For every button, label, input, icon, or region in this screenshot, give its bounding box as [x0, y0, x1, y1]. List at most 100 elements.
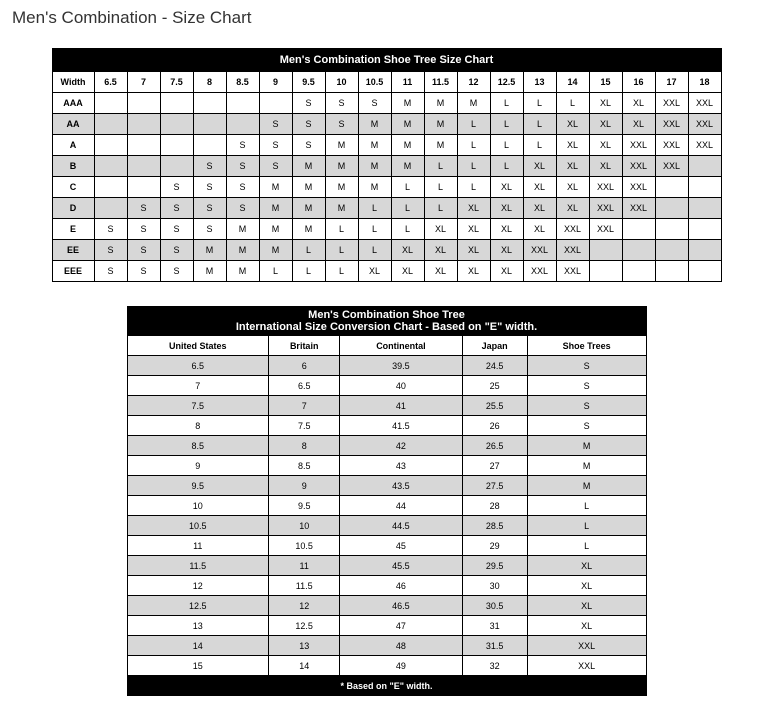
size-chart-cell: M	[259, 219, 292, 240]
size-chart-col-header: 16	[622, 72, 655, 93]
size-chart-cell: L	[259, 261, 292, 282]
size-chart-cell: L	[358, 219, 391, 240]
size-chart-cell: S	[325, 114, 358, 135]
size-chart-corner: Width	[52, 72, 94, 93]
size-chart-cell: M	[226, 261, 259, 282]
size-chart-cell: XXL	[688, 114, 721, 135]
conv-chart-cell: 9.5	[269, 496, 340, 516]
size-chart-cell: S	[259, 114, 292, 135]
size-chart-cell	[193, 93, 226, 114]
size-chart-table: Men's Combination Shoe Tree Size ChartWi…	[52, 48, 722, 282]
size-chart-cell: M	[325, 156, 358, 177]
size-chart-cell: S	[193, 198, 226, 219]
size-chart-cell	[160, 114, 193, 135]
size-chart-container: Men's Combination Shoe Tree Size ChartWi…	[8, 48, 765, 282]
size-chart-cell: L	[325, 240, 358, 261]
size-chart-cell: XXL	[655, 156, 688, 177]
size-chart-cell: XXL	[622, 198, 655, 219]
size-chart-cell: S	[193, 177, 226, 198]
size-chart-cell: M	[391, 135, 424, 156]
size-chart-cell: XL	[391, 240, 424, 261]
size-chart-row-header: EEE	[52, 261, 94, 282]
size-chart-cell: M	[325, 198, 358, 219]
size-chart-cell	[688, 177, 721, 198]
conv-chart-cell: L	[527, 536, 646, 556]
size-chart-cell: M	[358, 114, 391, 135]
size-chart-cell: M	[457, 93, 490, 114]
conv-chart-cell: 14	[269, 656, 340, 676]
size-chart-col-header: 10.5	[358, 72, 391, 93]
size-chart-col-header: 11	[391, 72, 424, 93]
size-chart-cell: M	[391, 114, 424, 135]
size-chart-cell: S	[94, 261, 127, 282]
size-chart-cell: S	[358, 93, 391, 114]
size-chart-cell: S	[127, 219, 160, 240]
size-chart-cell: S	[193, 219, 226, 240]
size-chart-cell: L	[457, 177, 490, 198]
conv-chart-cell: 28	[462, 496, 527, 516]
size-chart-cell	[688, 219, 721, 240]
size-chart-row-header: A	[52, 135, 94, 156]
size-chart-cell	[127, 156, 160, 177]
size-chart-cell: M	[391, 93, 424, 114]
size-chart-cell: XXL	[622, 156, 655, 177]
size-chart-cell: S	[160, 177, 193, 198]
size-chart-cell: L	[457, 135, 490, 156]
size-chart-cell: XL	[523, 219, 556, 240]
size-chart-cell: L	[391, 219, 424, 240]
conv-chart-cell: XXL	[527, 656, 646, 676]
size-chart-cell: M	[193, 261, 226, 282]
conv-chart-cell: 44	[340, 496, 462, 516]
size-chart-cell: L	[490, 114, 523, 135]
conv-chart-cell: M	[527, 456, 646, 476]
conv-chart-cell: 8.5	[127, 436, 269, 456]
conv-chart-cell: 29.5	[462, 556, 527, 576]
size-chart-cell: XL	[556, 198, 589, 219]
size-chart-cell: M	[259, 240, 292, 261]
conv-chart-cell: 8	[269, 436, 340, 456]
size-chart-cell	[226, 114, 259, 135]
size-chart-col-header: 9.5	[292, 72, 325, 93]
size-chart-cell: S	[226, 198, 259, 219]
conv-chart-col-header: Japan	[462, 336, 527, 356]
conv-chart-cell: 43	[340, 456, 462, 476]
conv-chart-cell: 8	[127, 416, 269, 436]
size-chart-col-header: 8	[193, 72, 226, 93]
size-chart-cell	[589, 240, 622, 261]
conv-chart-cell: 46	[340, 576, 462, 596]
conv-chart-cell: 48	[340, 636, 462, 656]
size-chart-cell: XL	[490, 198, 523, 219]
size-chart-cell: XXL	[688, 135, 721, 156]
conv-chart-cell: 10.5	[269, 536, 340, 556]
conv-chart-cell: 9.5	[127, 476, 269, 496]
size-chart-title: Men's Combination Shoe Tree Size Chart	[52, 49, 721, 72]
conv-chart-cell: 12.5	[269, 616, 340, 636]
size-chart-cell: XL	[589, 114, 622, 135]
size-chart-cell: XL	[523, 177, 556, 198]
size-chart-cell: M	[292, 198, 325, 219]
size-chart-cell	[193, 114, 226, 135]
conv-chart-cell: XXL	[527, 636, 646, 656]
conv-chart-cell: 31.5	[462, 636, 527, 656]
size-chart-cell	[688, 261, 721, 282]
size-chart-cell: XL	[556, 156, 589, 177]
size-chart-cell: S	[127, 240, 160, 261]
conv-chart-cell: 6.5	[127, 356, 269, 376]
size-chart-cell: M	[424, 93, 457, 114]
size-chart-cell: L	[424, 156, 457, 177]
size-chart-cell	[94, 135, 127, 156]
size-chart-cell: L	[523, 114, 556, 135]
conv-chart-cell: L	[527, 516, 646, 536]
size-chart-cell: L	[325, 219, 358, 240]
size-chart-cell	[688, 198, 721, 219]
size-chart-cell: M	[259, 177, 292, 198]
conv-chart-cell: M	[527, 436, 646, 456]
size-chart-cell: XL	[622, 93, 655, 114]
size-chart-cell	[622, 240, 655, 261]
size-chart-cell: M	[292, 156, 325, 177]
size-chart-cell	[655, 219, 688, 240]
size-chart-cell	[589, 261, 622, 282]
conv-chart-cell: 27.5	[462, 476, 527, 496]
size-chart-col-header: 13	[523, 72, 556, 93]
conv-chart-cell: 6.5	[269, 376, 340, 396]
